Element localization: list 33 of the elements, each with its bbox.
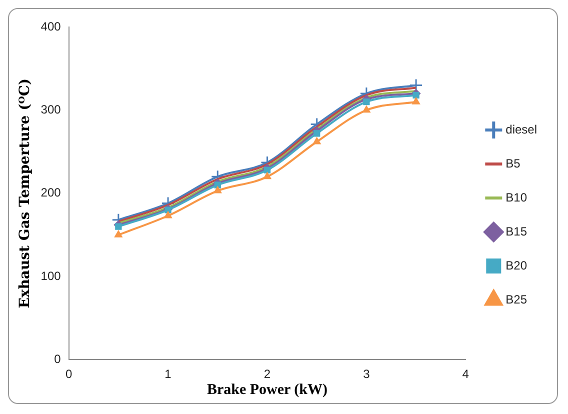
x-tick-label: 1 xyxy=(164,367,172,382)
point xyxy=(363,98,370,106)
y-tick-label: 300 xyxy=(40,102,62,116)
legend-label: B10 xyxy=(506,190,528,204)
y-tick-label: 400 xyxy=(40,19,62,34)
point xyxy=(362,106,370,113)
y-axis-title: Exhaust Gas Temperture (ᴼC) xyxy=(17,78,34,308)
x-tick-label: 4 xyxy=(462,367,470,382)
point xyxy=(314,130,320,137)
x-axis-title: Brake Power (kW) xyxy=(206,382,328,398)
point xyxy=(115,223,122,230)
point xyxy=(312,137,321,144)
point xyxy=(409,78,423,92)
x-tick-label: 0 xyxy=(65,367,72,382)
point xyxy=(114,230,122,238)
point xyxy=(412,97,420,104)
legend-label: B20 xyxy=(506,258,528,272)
point xyxy=(214,186,222,194)
x-tick-label: 3 xyxy=(363,367,370,382)
y-tick-label: 200 xyxy=(40,186,62,200)
legend-label: B5 xyxy=(506,156,521,170)
legend-label: B15 xyxy=(506,224,528,238)
point xyxy=(164,211,172,218)
point xyxy=(263,172,272,180)
x-tick-label: 2 xyxy=(264,367,271,382)
point xyxy=(412,92,420,99)
y-tick-label: 100 xyxy=(40,268,62,283)
y-tick-label: 0 xyxy=(54,352,62,366)
point xyxy=(264,166,271,174)
point xyxy=(214,182,221,188)
legend-label: diesel xyxy=(506,122,538,136)
legend-label: B25 xyxy=(506,292,528,306)
point xyxy=(164,206,172,214)
